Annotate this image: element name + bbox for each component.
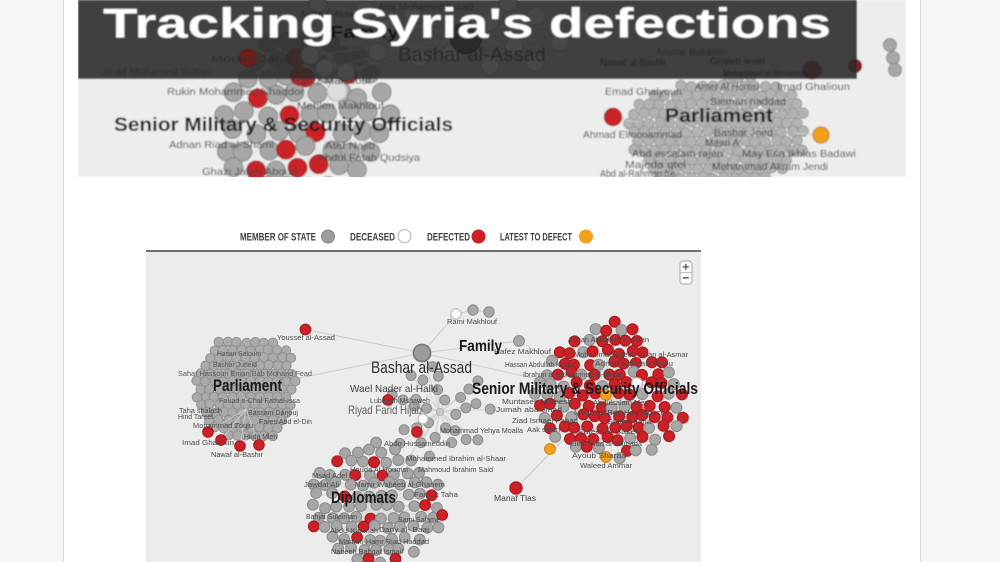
svg-text:Majeda qtel: Majeda qtel: [625, 160, 686, 171]
svg-text:Mohammad Yehya Moalla: Mohammad Yehya Moalla: [440, 426, 524, 435]
svg-text:May Esa Ikblas Badawi: May Esa Ikblas Badawi: [742, 148, 856, 160]
svg-text:Hind Tareef: Hind Tareef: [178, 414, 213, 421]
svg-text:Youssef al-Assad: Youssef al-Assad: [277, 335, 335, 342]
svg-text:Abdulsalam Meer: Abdulsalam Meer: [593, 398, 651, 407]
svg-text:Fateel al-Saket: Fateel al-Saket: [578, 427, 639, 436]
svg-text:Lubanah Mshaweh: Lubanah Mshaweh: [370, 398, 430, 405]
svg-text:Abdo Hussameddin: Abdo Hussameddin: [384, 439, 450, 448]
svg-text:Muntaser Jaweesh: Muntaser Jaweesh: [502, 397, 572, 406]
svg-text:Ibrahim al Mohammad al-Shaar: Ibrahim al Mohammad al-Shaar: [523, 370, 622, 379]
svg-text:Atef Najib: Atef Najib: [325, 140, 375, 152]
svg-text:Bashar al-Assad: Bashar al-Assad: [398, 45, 546, 66]
svg-text:Bashar Jned: Bashar Jned: [714, 128, 773, 139]
svg-text:Mehlen Makhlouf: Mehlen Makhlouf: [297, 100, 384, 112]
svg-text:Adnan Abdulaziz Kanaan: Adnan Abdulaziz Kanaan: [568, 337, 649, 344]
svg-text:Mahmoud Ibrahim Said: Mahmoud Ibrahim Said: [418, 465, 493, 474]
svg-text:Mohammad Akram Jendi: Mohammad Akram Jendi: [712, 161, 828, 173]
svg-text:Abdul Fatah Qudsiya: Abdul Fatah Qudsiya: [318, 152, 420, 164]
svg-text:Asma al-Assad: Asma al-Assad: [300, 9, 358, 19]
svg-text:Family: Family: [459, 338, 502, 355]
svg-text:Tracking Syria's defections: Tracking Syria's defections: [103, 0, 831, 47]
svg-text:Ghanm Taha: Ghanm Taha: [607, 417, 652, 426]
svg-text:Rami Makhlouf: Rami Makhlouf: [447, 319, 497, 326]
svg-text:Ahmad Elmonammad: Ahmad Elmonammad: [583, 129, 682, 141]
svg-text:Imad Ghalioun: Imad Ghalioun: [182, 440, 234, 447]
svg-text:Abdul Karimah: Abdul Karimah: [330, 526, 378, 535]
svg-text:Family: Family: [330, 22, 399, 42]
svg-text:Ziad Ismael Fahad: Ziad Ismael Fahad: [512, 416, 578, 425]
svg-text:Emad Ghalyoun: Emad Ghalyoun: [605, 86, 682, 98]
svg-text:MEMBER OF STATE: MEMBER OF STATE: [240, 232, 316, 244]
svg-text:Sami Salame: Sami Salame: [398, 515, 440, 524]
svg-text:Aak salan: Aak salan: [527, 425, 560, 434]
svg-text:Huda Mleh: Huda Mleh: [244, 434, 277, 441]
svg-text:Abd essalam rajen: Abd essalam rajen: [632, 149, 723, 160]
svg-text:LATEST TO DEFECT: LATEST TO DEFECT: [500, 232, 572, 244]
svg-text:Mehmed Ben Hammouch: Mehmed Ben Hammouch: [574, 408, 665, 417]
svg-text:Ghaleb anad: Ghaleb anad: [710, 56, 765, 66]
svg-text:Elias avad al-Hamada: Elias avad al-Hamada: [570, 439, 643, 448]
svg-text:Hassan Abdullah Khayal: Hassan Abdullah Khayal: [505, 360, 576, 369]
svg-text:Sahar Hassoun Eman Bab Mohan: Sahar Hassoun Eman Bab Mohand Fead: [178, 371, 312, 378]
svg-text:Rukin Mohammed Khaddor: Rukin Mohammed Khaddor: [167, 86, 305, 98]
svg-text:Mamun Hamr Riad Haddad: Mamun Hamr Riad Haddad: [339, 537, 429, 546]
svg-text:Imad Ghalioun: Imad Ghalioun: [777, 81, 850, 93]
svg-text:Abd al-Rahman fre: Abd al-Rahman fre: [600, 169, 675, 180]
svg-text:Mounir Jabd: Mounir Jabd: [211, 54, 291, 65]
svg-text:Bashar al-Assad: Bashar al-Assad: [371, 358, 472, 377]
svg-text:Jawdat Ali: Jawdat Ali: [304, 480, 339, 489]
svg-text:Fouad s-Chal Fathal-issa: Fouad s-Chal Fathal-issa: [219, 398, 300, 405]
svg-text:DECEASED: DECEASED: [350, 232, 395, 244]
svg-text:Fares Abd el-Din: Fares Abd el-Din: [259, 419, 312, 426]
svg-text:Mohammed Ibrahim al-Shaar: Mohammed Ibrahim al-Shaar: [406, 454, 507, 463]
svg-text:Ghazi Jaber Aboud: Ghazi Jaber Aboud: [202, 166, 297, 178]
svg-text:Maan A.: Maan A.: [705, 138, 742, 149]
svg-text:Bassam Darjouj: Bassam Darjouj: [248, 410, 298, 417]
svg-text:Bahjat Suleiman: Bahjat Suleiman: [306, 512, 357, 521]
svg-text:Senior Military & Security Off: Senior Military & Security Officials: [114, 115, 453, 136]
svg-text:Sieman naddad: Sieman naddad: [710, 97, 786, 108]
svg-text:Diplomats: Diplomats: [331, 488, 396, 507]
svg-text:Bashar Juneid: Bashar Juneid: [213, 362, 257, 369]
svg-text:Parliament: Parliament: [213, 376, 282, 395]
svg-text:Ayoub Sharaa: Ayoub Sharaa: [572, 451, 627, 460]
svg-text:Manaf Tlas: Manaf Tlas: [494, 493, 536, 503]
svg-text:Wael Nader al-Halki: Wael Nader al-Halki: [350, 383, 438, 395]
svg-text:Senior Military & Security Off: Senior Military & Security Officials: [472, 380, 698, 398]
svg-text:Msad Adel: Msad Adel: [312, 471, 347, 480]
svg-text:Adnan Riad al-Shami: Adnan Riad al-Shami: [169, 139, 274, 151]
svg-text:Adnan Nawras Selou: Adnan Nawras Selou: [595, 359, 673, 368]
svg-text:Taha shalash: Taha shalash: [179, 408, 222, 415]
svg-text:Mohammad al-Bimakdoor: Mohammad al-Bimakdoor: [723, 68, 809, 78]
svg-text:Amer Al Homsi: Amer Al Homsi: [695, 82, 759, 93]
svg-text:Ammar Bakdash: Ammar Bakdash: [656, 47, 726, 57]
svg-text:Jumah aba Jmad: Jumah aba Jmad: [496, 405, 562, 414]
svg-text:Houda Al Houmsi: Houda Al Houmsi: [350, 465, 408, 474]
svg-text:Riyad Farid Hijab: Riyad Farid Hijab: [348, 403, 422, 417]
svg-text:Nabeeh Bahgat Ismail: Nabeeh Bahgat Ismail: [331, 547, 403, 556]
svg-text:Hasan Saloum: Hasan Saloum: [217, 351, 261, 358]
svg-text:DEFECTED: DEFECTED: [427, 232, 470, 244]
svg-text:Nawaf al-Bashir: Nawaf al-Bashir: [600, 58, 667, 69]
svg-text:Nawaf al-Bashir: Nawaf al-Bashir: [211, 452, 264, 459]
svg-text:Mohammad Zouju: Mohammad Zouju: [193, 423, 253, 430]
svg-text:Hafez Makhlouf: Hafez Makhlouf: [494, 347, 552, 356]
svg-text:Jihad Mohamed Sultan: Jihad Mohamed Sultan: [101, 67, 211, 78]
svg-text:Parliament: Parliament: [665, 106, 774, 127]
svg-text:Dany al- Baaj: Dany al- Baaj: [379, 525, 429, 534]
svg-text:Waleed Ammar: Waleed Ammar: [580, 461, 632, 470]
svg-text:Mohammad Adeeb Ihsan al-Asmar: Mohammad Adeeb Ihsan al-Asmar: [574, 350, 688, 359]
svg-text:Namir Waheeb al-Ghanem: Namir Waheeb al-Ghanem: [355, 480, 445, 489]
svg-text:Amr Mohamed Assad: Amr Mohamed Assad: [378, 2, 473, 12]
svg-text:Farouk Taha: Farouk Taha: [414, 490, 459, 499]
